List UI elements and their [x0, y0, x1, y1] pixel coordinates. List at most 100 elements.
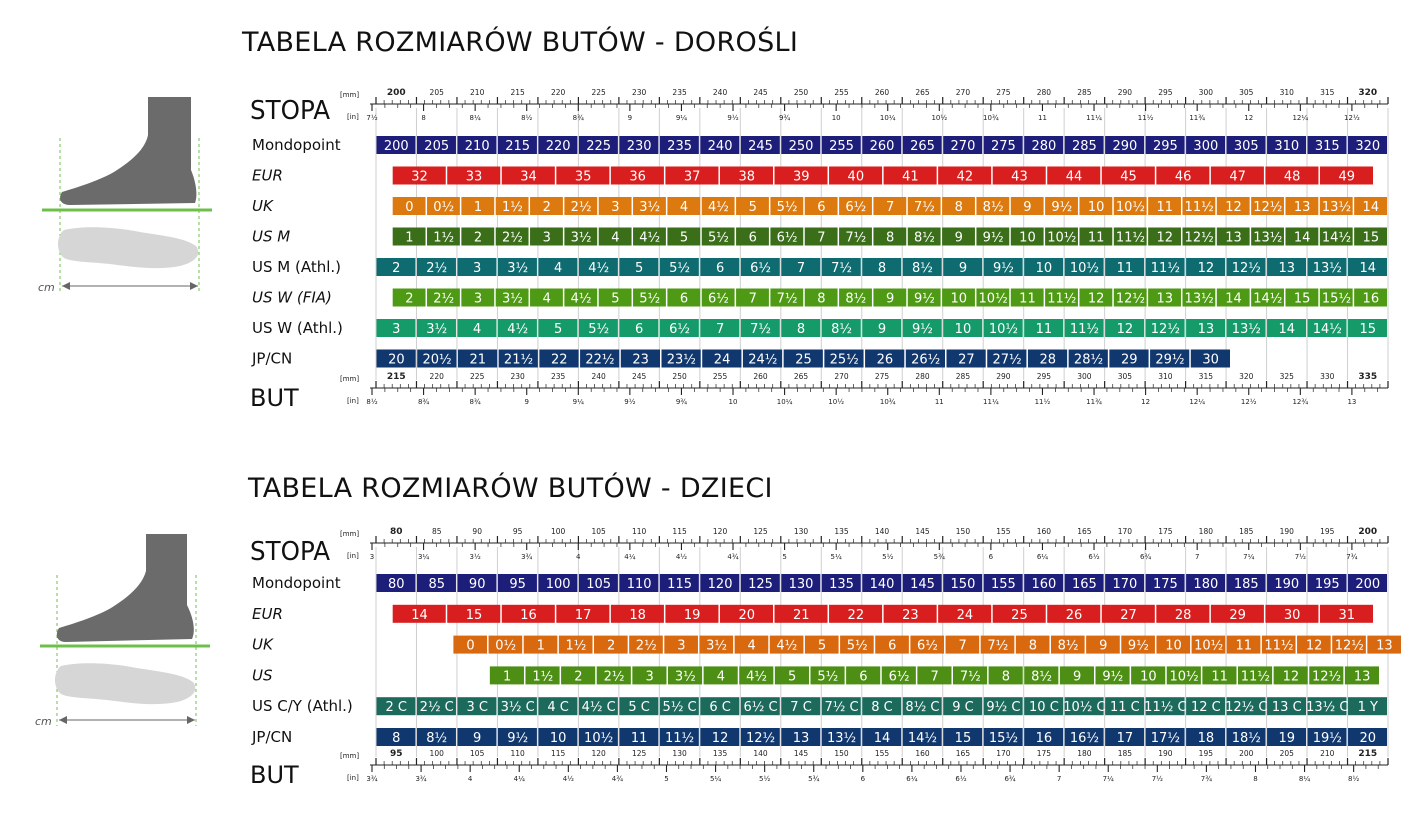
kids-foot-scale-in-tick-label: 4: [576, 553, 581, 561]
adult-size-cell-label: 3: [392, 322, 400, 337]
adult-size-cell: [902, 319, 942, 337]
kids-size-cell: [1307, 697, 1347, 716]
adult-size-cell: [661, 349, 701, 368]
kids-size-cell: [945, 635, 980, 654]
kids-size-cell: [1348, 574, 1387, 592]
adult-size-cell-label: 3: [474, 292, 482, 307]
kids-size-cell: [1307, 728, 1347, 746]
kids-foot-scale-mm-tick-label: 145: [915, 527, 930, 536]
adult-size-cell-label: 12: [1157, 231, 1174, 246]
adult-size-cell: [862, 319, 902, 337]
adult-size-cell-label: 6½: [777, 231, 798, 246]
adult-foot-scale-mm-tick-label: 235: [672, 88, 687, 97]
kids-size-cell-label: 17: [1117, 731, 1134, 746]
kids-shoe-scale-mm-tick-label: 170: [996, 749, 1011, 758]
kids-size-cell-label: 28: [1175, 608, 1192, 623]
kids-foot-scale-in-tick-label: 6½: [1088, 553, 1099, 561]
kids-size-cell-label: 1 Y: [1358, 700, 1378, 715]
adult-size-cell-label: 21½: [504, 353, 533, 368]
kids-foot-scale-mm-tick-label: 185: [1239, 527, 1254, 536]
kids-size-cell-label: 10½ C: [1063, 700, 1105, 715]
adult-size-cell-label: 4½: [639, 231, 660, 246]
kids-size-cell-label: 18½: [1232, 731, 1261, 746]
adult-size-cell-label: 4: [680, 200, 688, 215]
kids-size-cell-label: 11½: [1264, 639, 1293, 654]
kids-size-cell-label: 11½ C: [1144, 700, 1186, 715]
adult-size-cell-label: 39: [793, 170, 810, 185]
adult-size-cell-label: 15: [1363, 231, 1380, 246]
adult-shoe-scale-in-tick-label: 11¾: [1086, 398, 1102, 406]
kids-shoe-scale-mm-unit: [mm]: [340, 752, 359, 760]
adult-size-cell-label: 33: [466, 170, 483, 185]
kids-shoe-scale-in-tick-label: 7½: [1152, 775, 1163, 783]
adult-size-cell-label: 4½: [507, 322, 528, 337]
adult-size-cell-label: 10: [1036, 261, 1053, 276]
adult-size-cell-label: 44: [1066, 170, 1083, 185]
adult-foot-scale-mm-tick-label: 295: [1158, 88, 1173, 97]
kids-size-cell-label: 27: [1120, 608, 1137, 623]
kids-size-cell-label: 155: [991, 577, 1016, 592]
adult-size-cell-label: 10½: [1070, 261, 1099, 276]
kids-foot-scale-mm-tick-label: 85: [432, 527, 442, 536]
kids-shoe-scale-mm-tick-label: 115: [551, 749, 566, 758]
kids-size-cell: [881, 666, 916, 685]
adult-size-cell-label: 14: [1359, 261, 1376, 276]
kids-row-label: UK: [252, 636, 274, 654]
adult-row-label: EUR: [252, 167, 283, 185]
adult-size-cell-label: 6½: [845, 200, 866, 215]
adult-size-cell-label: 5: [635, 261, 643, 276]
kids-size-cell-label: 7½ C: [824, 700, 858, 715]
adult-size-cell-label: 3: [543, 231, 551, 246]
adult-size-cell-label: 28½: [1074, 353, 1103, 368]
kids-shoe-scale-in-tick-label: 3¾: [415, 775, 426, 783]
kids-size-cell-label: 24: [957, 608, 974, 623]
kids-foot-scale-mm-tick-label: 130: [794, 527, 809, 536]
kids-size-cell: [902, 728, 942, 746]
adult-size-cell: [873, 227, 907, 246]
kids-size-cell: [1015, 635, 1050, 654]
kids-size-cell: [988, 666, 1023, 685]
adult-size-cell-label: 265: [910, 139, 935, 154]
kids-size-cell-label: 10½: [1169, 669, 1198, 684]
adult-size-cell: [619, 258, 659, 276]
kids-size-cell: [1191, 635, 1226, 654]
adult-size-cell-label: 3½: [639, 200, 660, 215]
kids-size-cell-label: 3: [677, 639, 685, 654]
adult-size-cell-label: 8: [955, 200, 963, 215]
kids-foot-scale-mm-tick-label: 100: [551, 527, 566, 536]
adult-shoe-scale-mm-tick-label: 255: [713, 372, 728, 381]
kids-size-cell: [983, 697, 1023, 716]
kids-size-cell-label: 6 C: [709, 700, 730, 715]
adult-size-cell: [976, 288, 1010, 307]
adult-size-cell-label: 22½: [585, 353, 614, 368]
adult-size-cell-label: 10½: [1047, 231, 1076, 246]
adult-foot-scale-in-tick-label: 8¾: [573, 114, 584, 122]
kids-size-cell-label: 7½: [987, 639, 1008, 654]
adult-size-cell-label: 5: [680, 231, 688, 246]
adult-size-cell: [1354, 197, 1387, 215]
kids-size-cell: [525, 666, 560, 685]
kids-size-cell: [1166, 666, 1201, 685]
adult-size-cell-label: 11½: [1151, 261, 1180, 276]
kids-foot-scale-in-tick-label: 3½: [470, 553, 481, 561]
kids-size-cell: [664, 635, 698, 654]
kids-size-cell-label: 9: [1099, 639, 1107, 654]
kids-size-cell: [700, 697, 740, 716]
kids-row-label: EUR: [252, 605, 283, 623]
adult-foot-scale-in-tick-label: 11¼: [1086, 114, 1102, 122]
adult-size-cell: [700, 258, 740, 276]
kids-size-cell-label: 29: [1229, 608, 1246, 623]
adult-size-cell: [659, 258, 699, 276]
adult-size-cell-label: 5: [749, 200, 757, 215]
adult-size-cell-label: 4½: [571, 292, 592, 307]
kids-size-cell: [497, 574, 537, 592]
adult-size-cell: [1307, 258, 1347, 276]
adult-size-cell: [943, 258, 983, 276]
kids-size-cell: [992, 604, 1046, 623]
kids-size-cell: [699, 635, 734, 654]
adult-size-cell: [829, 166, 883, 185]
kids-size-cell: [1307, 574, 1347, 592]
kids-size-cell: [804, 635, 839, 654]
kids-size-cell-label: 2½: [636, 639, 657, 654]
kids-size-cell: [416, 728, 456, 746]
